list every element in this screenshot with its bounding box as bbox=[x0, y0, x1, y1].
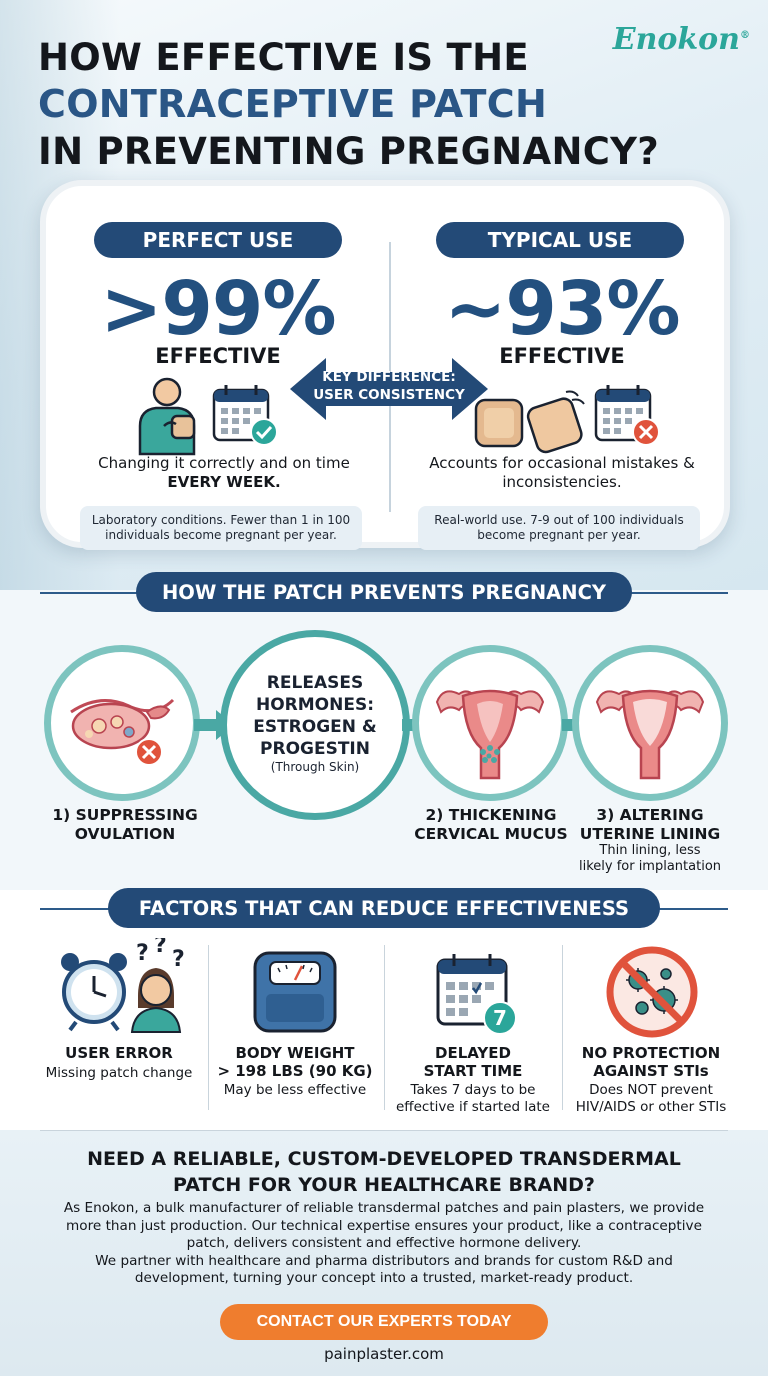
no-sti-protection-icon bbox=[606, 946, 698, 1038]
calendar-check-icon bbox=[212, 385, 278, 446]
page-title: HOW EFFECTIVE IS THE CONTRACEPTIVE PATCH… bbox=[38, 34, 659, 175]
perfect-effective-label: EFFECTIVE bbox=[155, 344, 281, 368]
uterus-lining-icon bbox=[595, 689, 705, 780]
hormones-subtitle: (Through Skin) bbox=[270, 760, 360, 774]
factor-no-sti-protection-description: Does NOT prevent HIV/AIDS or other STIs bbox=[575, 1082, 727, 1115]
column-divider bbox=[562, 945, 563, 1110]
perfect-use-badge: PERFECT USE bbox=[94, 222, 342, 258]
ovary-icon bbox=[70, 698, 175, 766]
factor-no-sti-protection-title: NO PROTECTION AGAINST STIs bbox=[581, 1044, 721, 1080]
factor-user-error-description: Missing patch change bbox=[45, 1065, 193, 1081]
column-divider bbox=[384, 945, 385, 1110]
hormones-title: RELEASES HORMONES: ESTROGEN & PROGESTIN bbox=[253, 673, 377, 759]
svg-text:?: ? bbox=[172, 947, 185, 972]
cta-question: NEED A RELIABLE, CUSTOM-DEVELOPED TRANSD… bbox=[87, 1148, 681, 1196]
cta-body: As Enokon, a bulk manufacturer of reliab… bbox=[63, 1200, 705, 1286]
mechanism-heading: HOW THE PATCH PREVENTS PREGNANCY bbox=[136, 572, 632, 612]
hormones-circle bbox=[220, 630, 410, 820]
factor-user-error-title: USER ERROR bbox=[65, 1044, 173, 1062]
brand-logo[interactable]: Enokon® bbox=[612, 22, 750, 57]
person-holding-patch-icon bbox=[138, 377, 196, 456]
typical-use-badge: TYPICAL USE bbox=[436, 222, 684, 258]
column-divider bbox=[208, 945, 209, 1110]
step-1-label: 1) SUPPRESSING OVULATION bbox=[52, 806, 198, 843]
svg-text:?: ? bbox=[136, 941, 149, 966]
alarm-clock-confused-person-icon: ? ? ? bbox=[61, 938, 185, 1033]
typical-use-description: Accounts for occasional mistakes & incon… bbox=[429, 454, 695, 491]
uterus-mucus-icon bbox=[435, 689, 545, 780]
typical-effective-label: EFFECTIVE bbox=[499, 344, 625, 368]
contact-experts-button[interactable]: CONTACT OUR EXPERTS TODAY bbox=[220, 1304, 548, 1340]
effectiveness-card: PERFECT USE TYPICAL USE >99% ~93% EFFECT… bbox=[40, 180, 730, 550]
calendar-missed-icon bbox=[594, 385, 660, 446]
step-3-description: Thin lining, less likely for implantatio… bbox=[578, 843, 722, 874]
perfect-use-percent: >99% bbox=[100, 266, 336, 352]
typical-use-note: Real-world use. 7-9 out of 100 individua… bbox=[418, 506, 700, 550]
uterine-lining-circle bbox=[572, 645, 728, 801]
ovulation-circle bbox=[44, 645, 200, 801]
perfect-use-description: Changing it correctly and on time EVERY … bbox=[98, 454, 350, 491]
weight-scale-icon bbox=[253, 951, 337, 1033]
typical-use-percent: ~93% bbox=[444, 266, 680, 352]
factor-body-weight-title: BODY WEIGHT > 198 LBS (90 KG) bbox=[217, 1044, 373, 1080]
cervical-mucus-circle bbox=[412, 645, 568, 801]
perfect-use-note: Laboratory conditions. Fewer than 1 in 1… bbox=[80, 506, 362, 550]
factors-heading: FACTORS THAT CAN REDUCE EFFECTIVENESS bbox=[108, 888, 660, 928]
patches-icon bbox=[474, 390, 585, 454]
title-line-1: HOW EFFECTIVE IS THE bbox=[38, 36, 529, 79]
title-line-2: CONTRACEPTIVE PATCH bbox=[38, 82, 548, 126]
factor-delayed-start-description: Takes 7 days to be effective if started … bbox=[396, 1082, 550, 1115]
key-difference-label: KEY DIFFERENCE: USER CONSISTENCY bbox=[313, 369, 465, 403]
step-3-label: 3) ALTERING UTERINE LINING bbox=[579, 806, 721, 843]
calendar-7-days-icon: 7 bbox=[436, 954, 517, 1035]
website-link[interactable]: painplaster.com bbox=[324, 1345, 444, 1363]
svg-text:7: 7 bbox=[493, 1006, 507, 1030]
svg-text:?: ? bbox=[154, 938, 167, 958]
factor-delayed-start-title: DELAYED START TIME bbox=[423, 1044, 523, 1080]
step-2-label: 2) THICKENING CERVICAL MUCUS bbox=[414, 806, 568, 843]
factor-body-weight-description: May be less effective bbox=[223, 1082, 367, 1098]
cta-rule bbox=[40, 1130, 728, 1131]
title-line-3: IN PREVENTING PREGNANCY? bbox=[38, 130, 660, 173]
double-arrow-icon bbox=[290, 358, 488, 420]
